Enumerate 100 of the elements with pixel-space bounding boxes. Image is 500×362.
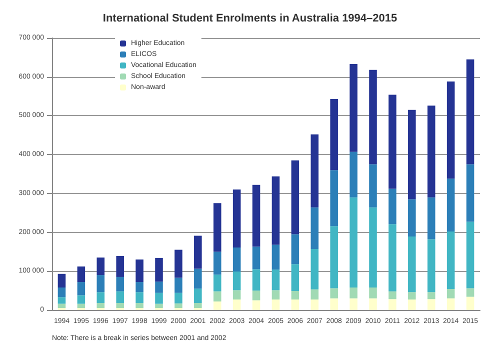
bar <box>427 292 436 300</box>
bar <box>77 266 86 282</box>
bar <box>427 197 436 240</box>
bar <box>232 300 241 310</box>
bar <box>350 197 358 288</box>
bar <box>116 303 124 308</box>
bar <box>330 99 338 170</box>
bar <box>155 304 163 308</box>
bar <box>272 270 280 290</box>
bar <box>155 292 163 304</box>
bar <box>330 170 338 226</box>
bar <box>408 236 416 292</box>
bar <box>369 70 377 164</box>
bar <box>213 301 222 310</box>
bar <box>136 259 144 282</box>
bar <box>252 184 260 247</box>
bar <box>194 303 202 308</box>
bar <box>446 178 455 232</box>
bar <box>58 304 66 308</box>
bar <box>174 303 182 308</box>
bar <box>194 268 202 289</box>
bar <box>213 252 222 275</box>
bar <box>96 303 105 308</box>
bar <box>174 278 182 293</box>
bar <box>213 274 222 292</box>
bar <box>291 234 300 264</box>
bar <box>466 59 474 164</box>
bar <box>350 287 358 298</box>
bar <box>310 207 319 249</box>
bar <box>350 64 358 152</box>
bar <box>388 291 396 300</box>
bar <box>388 299 396 310</box>
bar <box>408 199 416 237</box>
bar <box>116 256 124 277</box>
bar <box>427 239 436 292</box>
bar <box>96 292 105 304</box>
bar <box>116 291 124 304</box>
bar <box>350 152 358 198</box>
bar <box>232 247 241 272</box>
bar <box>155 282 163 293</box>
bar <box>174 292 182 304</box>
bar <box>408 300 416 310</box>
bar <box>252 246 260 270</box>
bar <box>213 291 222 302</box>
bar <box>369 164 377 208</box>
bar <box>466 288 474 297</box>
bar <box>427 299 436 310</box>
bar <box>194 236 202 269</box>
bar <box>272 176 280 245</box>
bar <box>252 269 260 291</box>
bar <box>155 258 163 282</box>
bar <box>272 290 280 300</box>
bar <box>388 224 396 292</box>
bar <box>174 250 182 278</box>
bar <box>310 300 319 310</box>
bar <box>466 222 474 288</box>
bar <box>330 298 338 310</box>
bar <box>446 298 455 310</box>
bar <box>388 94 396 189</box>
bar <box>427 106 436 198</box>
bar <box>232 290 241 300</box>
bar <box>58 274 66 288</box>
bar <box>136 292 144 304</box>
bar <box>446 289 455 298</box>
bar <box>232 272 241 290</box>
bar <box>291 264 300 291</box>
bar <box>310 134 319 208</box>
bar <box>96 275 105 292</box>
bar <box>252 300 260 310</box>
bar <box>446 82 455 179</box>
bar <box>272 244 280 270</box>
bar <box>446 232 455 290</box>
bar <box>408 110 416 200</box>
bar <box>369 207 377 288</box>
bar <box>408 292 416 300</box>
bar <box>136 282 144 292</box>
bar <box>194 288 202 304</box>
bar <box>58 287 66 298</box>
bar <box>96 258 105 276</box>
bar <box>310 289 319 300</box>
bar <box>232 190 241 248</box>
bar <box>213 203 222 252</box>
bar <box>330 288 338 298</box>
bar <box>369 287 377 298</box>
bar <box>291 160 300 234</box>
bar <box>77 295 86 304</box>
bar <box>466 296 474 310</box>
bar <box>272 300 280 310</box>
bar <box>58 297 66 304</box>
bar <box>136 303 144 308</box>
bar <box>310 248 319 290</box>
bar <box>291 300 300 310</box>
bar <box>291 290 300 300</box>
bar <box>466 164 474 222</box>
bar <box>77 282 86 296</box>
bar <box>350 298 358 310</box>
bar <box>77 304 86 308</box>
bar <box>369 298 377 310</box>
bar <box>388 188 396 224</box>
bar <box>116 276 124 292</box>
